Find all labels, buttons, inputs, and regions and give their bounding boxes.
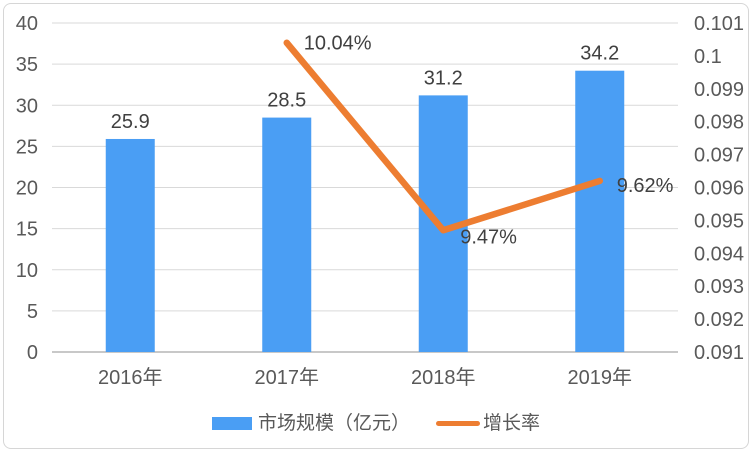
chart-legend: 市场规模（亿元） 增长率 (0, 409, 752, 437)
left-axis-tick-label: 5 (27, 301, 38, 323)
left-axis-tick-label: 20 (16, 178, 38, 200)
bar-data-label: 28.5 (267, 90, 306, 112)
category-label: 2018年 (411, 366, 476, 389)
legend-label-market-size: 市场规模（亿元） (257, 412, 410, 434)
left-axis-tick-label: 10 (16, 260, 38, 282)
right-axis-tick-label: 0.098 (694, 112, 744, 134)
category-label: 2017年 (255, 366, 320, 389)
right-axis-tick-label: 0.092 (694, 309, 744, 331)
right-axis-tick-label: 0.095 (694, 210, 744, 232)
right-axis-tick-label: 0.101 (694, 13, 744, 35)
bar-data-label: 25.9 (111, 111, 150, 133)
right-axis-tick-label: 0.091 (694, 342, 744, 364)
left-axis-tick-label: 15 (16, 219, 38, 241)
line-data-label: 9.47% (460, 226, 517, 248)
category-label: 2016年 (98, 366, 163, 389)
bar-data-label: 31.2 (424, 67, 463, 89)
legend-label-growth-rate: 增长率 (483, 412, 541, 434)
left-axis-tick-label: 40 (16, 13, 38, 35)
right-axis-tick-label: 0.097 (694, 145, 744, 167)
bar-data-label: 34.2 (580, 43, 619, 65)
left-axis-tick-label: 25 (16, 136, 38, 158)
category-label: 2019年 (568, 366, 633, 389)
bar-series-swatch (211, 416, 252, 430)
line-series-swatch (436, 420, 480, 426)
left-axis-tick-label: 35 (16, 54, 38, 76)
bar (262, 117, 312, 353)
right-axis-tick-label: 0.094 (694, 243, 744, 265)
growth-rate-line (283, 39, 603, 234)
bar (575, 70, 625, 352)
right-axis-tick-label: 0.1 (694, 46, 722, 68)
left-axis-tick-label: 0 (27, 342, 38, 364)
bar (105, 138, 155, 352)
right-axis-tick-label: 0.096 (694, 178, 744, 200)
line-data-label: 10.04% (304, 33, 372, 55)
right-axis-tick-label: 0.099 (694, 79, 744, 101)
left-axis-tick-label: 30 (16, 95, 38, 117)
legend-item-market-size: 市场规模（亿元） (211, 412, 410, 434)
legend-item-growth-rate: 增长率 (436, 414, 540, 433)
right-axis-tick-label: 0.093 (694, 276, 744, 298)
line-data-label: 9.62% (617, 175, 674, 197)
